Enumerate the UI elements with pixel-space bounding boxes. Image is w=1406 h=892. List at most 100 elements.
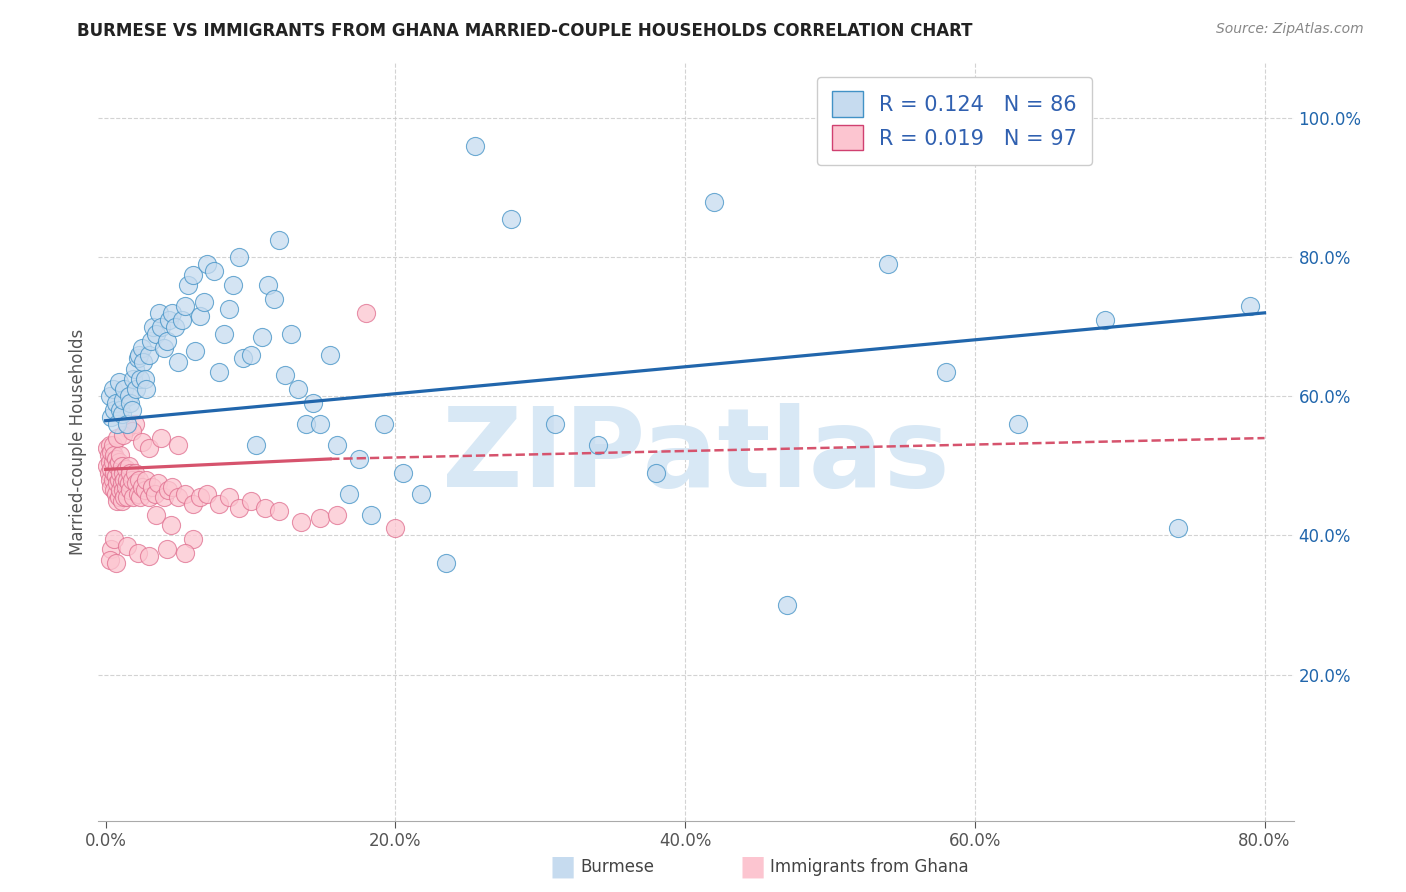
Point <box>337 486 360 500</box>
Point <box>114 473 136 487</box>
Point <box>269 233 291 247</box>
Point <box>105 493 128 508</box>
Point <box>127 486 149 500</box>
Point <box>138 490 160 504</box>
Point <box>152 490 174 504</box>
Point <box>149 319 172 334</box>
Point <box>98 455 121 469</box>
Point <box>125 476 148 491</box>
Point <box>411 486 433 500</box>
Point <box>160 518 183 533</box>
Point <box>142 319 165 334</box>
Point <box>195 486 218 500</box>
Point <box>544 417 567 432</box>
Point <box>141 480 163 494</box>
Point <box>274 368 297 383</box>
Point <box>122 490 145 504</box>
Point <box>165 319 187 334</box>
Point <box>145 326 167 341</box>
Point <box>1094 313 1116 327</box>
Point <box>181 268 204 282</box>
Point <box>138 442 160 456</box>
Point <box>104 396 127 410</box>
Point <box>263 292 285 306</box>
Point <box>112 483 135 498</box>
Y-axis label: Married-couple Households: Married-couple Households <box>69 328 87 555</box>
Point <box>250 330 273 344</box>
Point <box>703 194 725 209</box>
Point <box>1007 417 1029 432</box>
Point <box>202 264 225 278</box>
Point <box>384 521 406 535</box>
Point <box>112 392 135 407</box>
Point <box>188 310 211 324</box>
Point <box>105 476 128 491</box>
Point <box>107 376 129 390</box>
Point <box>155 542 177 557</box>
Point <box>174 486 197 500</box>
Point <box>239 493 262 508</box>
Point <box>138 348 160 362</box>
Point <box>1167 521 1189 535</box>
Point <box>104 486 127 500</box>
Point <box>120 483 142 498</box>
Point <box>134 372 156 386</box>
Point <box>253 500 276 515</box>
Point <box>174 299 197 313</box>
Point <box>131 480 153 494</box>
Text: BURMESE VS IMMIGRANTS FROM GHANA MARRIED-COUPLE HOUSEHOLDS CORRELATION CHART: BURMESE VS IMMIGRANTS FROM GHANA MARRIED… <box>77 22 973 40</box>
Point <box>103 449 125 463</box>
Point <box>114 490 136 504</box>
Point <box>195 257 218 271</box>
Point <box>157 313 180 327</box>
Point <box>245 438 267 452</box>
Point <box>935 365 957 379</box>
Point <box>118 389 141 403</box>
Point <box>148 306 170 320</box>
Text: ■: ■ <box>740 853 765 881</box>
Point <box>218 302 240 317</box>
Point <box>167 438 190 452</box>
Point <box>239 348 262 362</box>
Point <box>174 546 197 560</box>
Point <box>214 326 236 341</box>
Point <box>135 473 157 487</box>
Point <box>129 372 152 386</box>
Point <box>103 532 125 546</box>
Point <box>501 211 523 226</box>
Point <box>181 497 204 511</box>
Point <box>135 383 157 397</box>
Point <box>228 250 250 264</box>
Point <box>877 257 900 271</box>
Point <box>128 348 150 362</box>
Point <box>645 466 668 480</box>
Point <box>96 458 118 473</box>
Point <box>162 480 184 494</box>
Point <box>145 508 167 522</box>
Point <box>146 476 169 491</box>
Point <box>177 278 200 293</box>
Text: Source: ZipAtlas.com: Source: ZipAtlas.com <box>1216 22 1364 37</box>
Point <box>98 553 121 567</box>
Point <box>118 458 141 473</box>
Point <box>120 396 142 410</box>
Point <box>100 410 122 425</box>
Point <box>98 438 121 452</box>
Point <box>162 306 184 320</box>
Point <box>156 483 179 498</box>
Point <box>105 431 128 445</box>
Point <box>218 490 240 504</box>
Point <box>108 483 131 498</box>
Point <box>103 403 125 417</box>
Point <box>108 449 131 463</box>
Point <box>101 455 124 469</box>
Point <box>101 438 124 452</box>
Point <box>208 365 231 379</box>
Point <box>184 344 207 359</box>
Point <box>104 451 127 466</box>
Point <box>96 442 118 456</box>
Point <box>434 556 457 570</box>
Point <box>128 473 150 487</box>
Point <box>117 417 139 432</box>
Point <box>167 490 190 504</box>
